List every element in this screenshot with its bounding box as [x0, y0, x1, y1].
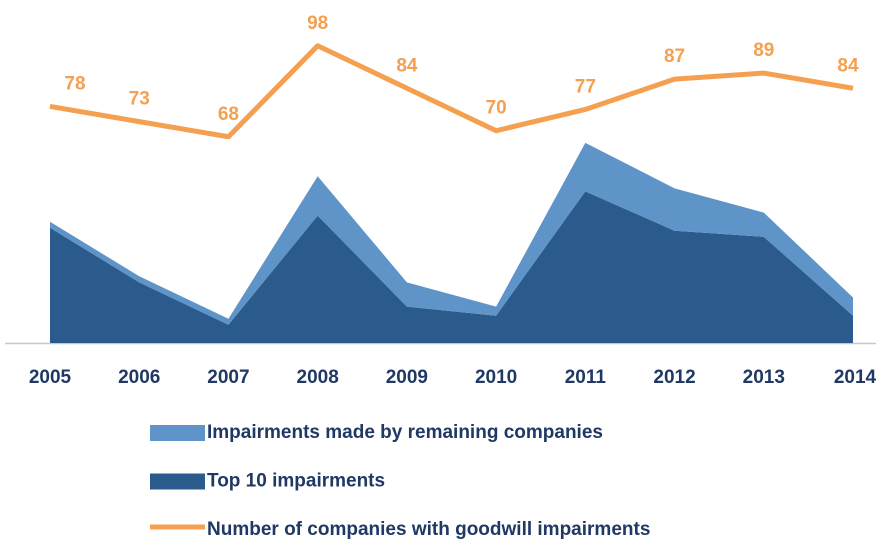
legend-label: Number of companies with goodwill impair… [207, 519, 650, 540]
area [50, 191, 853, 343]
x-tick-label: 2013 [743, 367, 785, 388]
data-label: 87 [664, 46, 685, 67]
data-label: 77 [575, 76, 596, 97]
x-tick-label: 2008 [297, 367, 339, 388]
x-tick-label: 2006 [118, 367, 160, 388]
line [49, 43, 854, 140]
data-label: 70 [486, 98, 507, 119]
data-label: 84 [837, 55, 859, 76]
legend-swatch [150, 473, 205, 490]
x-tick-label: 2012 [653, 367, 695, 388]
legend-label: Impairments made by remaining companies [207, 422, 603, 443]
x-tick-label: 2009 [386, 367, 428, 388]
data-label: 78 [64, 73, 85, 94]
legend-swatch [150, 425, 205, 441]
x-tick-label: 2010 [475, 367, 517, 388]
legend-label: Top 10 impairments [207, 471, 385, 492]
data-label: 98 [307, 13, 328, 34]
x-tick-label: 2007 [207, 367, 249, 388]
data-label: 68 [218, 104, 239, 125]
x-tick-label: 2011 [565, 367, 607, 388]
x-tick-label: 2014 [834, 367, 877, 388]
data-label: 84 [396, 55, 418, 76]
x-tick-label: 2005 [29, 367, 72, 388]
data-label: 73 [129, 89, 150, 110]
data-label: 89 [753, 40, 774, 61]
area [50, 142, 853, 325]
